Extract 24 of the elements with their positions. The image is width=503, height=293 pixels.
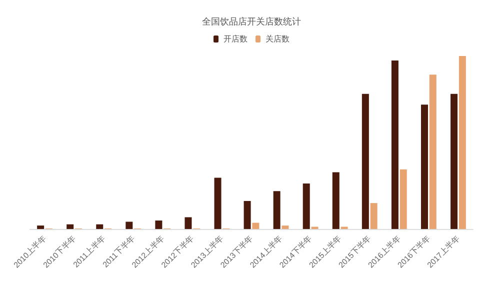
bar <box>282 226 289 229</box>
bar <box>370 203 378 229</box>
chart-title: 全国饮品店开关店数统计 <box>202 16 301 26</box>
bar <box>252 222 260 229</box>
bar <box>66 224 74 229</box>
bar <box>450 94 458 229</box>
bar <box>214 178 222 229</box>
bar <box>429 74 436 229</box>
bar <box>400 169 407 229</box>
bar <box>155 220 162 229</box>
bar <box>184 217 192 229</box>
legend-label: 关店数 <box>266 34 290 44</box>
bar <box>37 226 44 229</box>
bar <box>332 172 340 229</box>
bar <box>421 104 428 229</box>
bar <box>273 191 280 229</box>
bar <box>302 184 310 229</box>
bar <box>362 94 369 229</box>
legend-label: 开店数 <box>224 34 248 44</box>
bar <box>458 56 466 229</box>
bar <box>244 200 251 229</box>
bar <box>96 224 104 229</box>
bar <box>126 222 133 229</box>
bar <box>391 60 398 229</box>
